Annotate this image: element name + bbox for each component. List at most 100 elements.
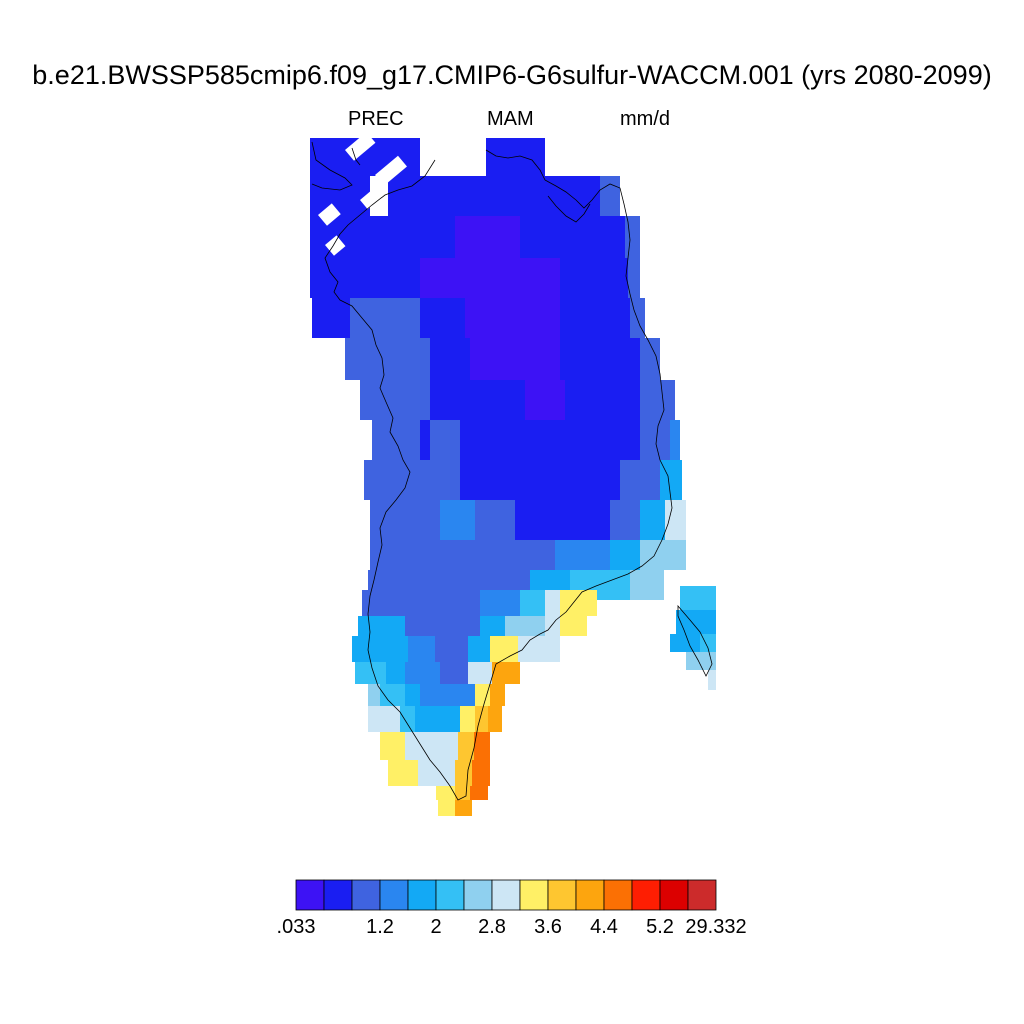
grid-cell	[686, 652, 716, 670]
grid-cell	[468, 636, 490, 662]
grid-cell	[520, 216, 545, 258]
grid-cell	[420, 420, 430, 460]
colorbar-tick-label: 29.332	[685, 916, 747, 938]
grid-cell	[530, 590, 545, 616]
grid-cell	[352, 636, 408, 662]
grid-cell	[545, 216, 625, 258]
grid-cell	[610, 540, 640, 570]
grid-cell	[480, 590, 520, 616]
grid-cell	[430, 420, 460, 460]
grid-cell	[474, 732, 490, 760]
grid-cell	[475, 684, 490, 706]
colorbar-tick-label: 2.8	[478, 916, 506, 938]
grid-cell	[386, 662, 405, 684]
grid-cell	[368, 706, 400, 732]
grid-cell	[460, 460, 620, 500]
colorbar-swatch	[351, 879, 381, 911]
grid-cell	[560, 298, 630, 338]
colorbar-tick-label: .033	[276, 916, 316, 938]
grid-cell	[430, 380, 525, 420]
grid-cell	[405, 684, 420, 706]
colorbar-swatch	[379, 879, 409, 911]
grid-cell	[380, 684, 405, 706]
grid-cell	[560, 616, 575, 636]
grid-cell	[465, 298, 560, 338]
colorbar-swatch	[519, 879, 549, 911]
grid-cell	[408, 636, 435, 662]
colorbar-swatch	[295, 879, 325, 911]
grid-cell	[640, 500, 665, 540]
grid-cell	[515, 500, 610, 540]
grid-cell	[545, 616, 560, 636]
grid-cell	[555, 540, 610, 570]
colorbar-swatch	[575, 879, 605, 911]
grid-cell	[460, 420, 640, 460]
colorbar-swatch	[435, 879, 465, 911]
colorbar-tick-label: 1.2	[366, 916, 394, 938]
grid-cell	[560, 590, 580, 616]
grid-cell	[480, 616, 505, 636]
grid-cell	[458, 732, 474, 760]
colorbar-swatch	[603, 879, 633, 911]
grid-cell	[430, 338, 470, 380]
grid-cell	[440, 662, 468, 684]
grid-cell	[370, 500, 440, 540]
colorbar-swatch	[659, 879, 689, 911]
sea-gap	[318, 203, 341, 226]
grid-cell	[545, 590, 560, 616]
grid-cell	[488, 706, 502, 732]
grid-cell	[405, 616, 480, 636]
grid-cell	[540, 636, 560, 662]
grid-cell	[475, 500, 515, 540]
grid-cell	[470, 786, 488, 800]
grid-cell	[525, 380, 565, 420]
grid-cell	[338, 216, 455, 258]
grid-cell	[415, 706, 460, 732]
grid-cell	[435, 636, 468, 662]
grid-cell	[370, 540, 470, 570]
colorbar-tick-label: 3.6	[534, 916, 562, 938]
grid-cell	[708, 670, 716, 690]
grid-cell	[630, 570, 664, 600]
grid-cell	[505, 616, 545, 636]
grid-cell	[505, 662, 520, 684]
grid-cell	[418, 760, 455, 786]
colorbar-swatch	[323, 879, 353, 911]
grid-cell	[700, 634, 716, 652]
grid-cell	[420, 298, 465, 338]
grid-cell	[455, 760, 472, 786]
variable-label: PREC	[348, 108, 404, 130]
grid-cell	[364, 460, 460, 500]
grid-cell	[355, 662, 386, 684]
grid-cell	[436, 786, 455, 800]
grid-cell	[490, 684, 505, 706]
grid-cell	[400, 706, 415, 732]
grid-cell	[420, 258, 560, 298]
grid-cell	[560, 258, 628, 298]
colorbar-swatch	[687, 879, 717, 911]
grid-cell	[560, 338, 640, 380]
grid-cell	[565, 380, 640, 420]
grid-cell	[420, 684, 475, 706]
grid-cell	[472, 760, 490, 786]
grid-cell	[380, 732, 405, 760]
grid-cell	[640, 460, 660, 500]
grid-cell	[670, 634, 700, 652]
grid-cell	[405, 662, 440, 684]
grid-cell	[325, 258, 420, 298]
grid-cell	[360, 380, 430, 420]
colorbar-tick-label: 5.2	[646, 916, 674, 938]
grid-cell	[312, 298, 350, 338]
grid-cell	[440, 500, 475, 540]
grid-cell	[470, 338, 560, 380]
grid-cell	[380, 338, 430, 380]
grid-cell	[438, 800, 455, 816]
colorbar-swatch	[491, 879, 521, 911]
grid-cell	[640, 338, 660, 380]
grid-cell	[490, 636, 518, 662]
grid-cell	[368, 684, 380, 706]
grid-cell	[575, 616, 587, 636]
grid-cell	[345, 338, 380, 380]
season-label: MAM	[487, 108, 534, 130]
